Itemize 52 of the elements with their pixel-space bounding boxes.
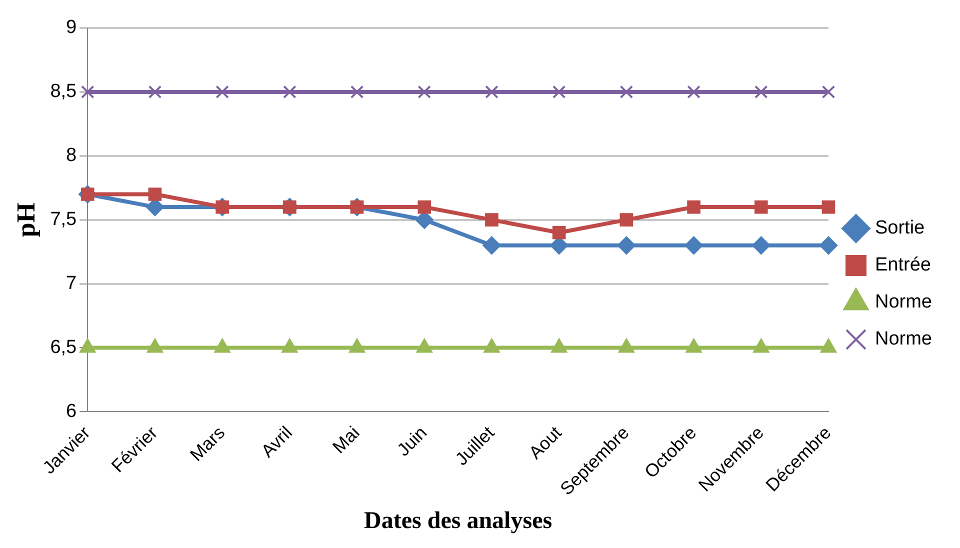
point bbox=[753, 338, 770, 353]
point bbox=[216, 85, 229, 99]
point bbox=[283, 85, 296, 99]
point bbox=[552, 226, 566, 240]
legend-label: Entrée bbox=[874, 254, 931, 276]
point bbox=[484, 338, 500, 353]
point bbox=[684, 236, 703, 254]
point bbox=[148, 85, 162, 99]
point bbox=[552, 85, 566, 99]
y-tick-label: 6,5 bbox=[50, 336, 77, 358]
point bbox=[686, 338, 702, 353]
y-tick-label: 9 bbox=[66, 17, 77, 38]
point bbox=[80, 85, 94, 99]
point bbox=[754, 200, 768, 214]
legend-label: Norme bbox=[874, 292, 932, 313]
point bbox=[485, 85, 498, 99]
y-tick-label: 7,5 bbox=[50, 209, 77, 230]
point bbox=[349, 338, 365, 353]
point bbox=[618, 338, 634, 353]
y-tick-label: 6 bbox=[66, 400, 77, 422]
point bbox=[282, 338, 298, 353]
point bbox=[822, 85, 836, 99]
point bbox=[620, 85, 634, 99]
point bbox=[620, 213, 634, 226]
point bbox=[147, 338, 163, 353]
point bbox=[80, 338, 96, 353]
point bbox=[617, 236, 636, 254]
point bbox=[418, 85, 432, 99]
point bbox=[482, 236, 501, 254]
point bbox=[214, 338, 230, 353]
point bbox=[418, 200, 432, 214]
x-tick-label: Juin bbox=[393, 422, 431, 460]
x-tick-label: Mai bbox=[328, 422, 364, 458]
y-tick-label: 8,5 bbox=[50, 81, 77, 102]
y-tick-label: 7 bbox=[66, 273, 77, 294]
y-tick-label: 8 bbox=[66, 145, 77, 166]
point bbox=[752, 236, 770, 254]
point bbox=[148, 188, 162, 201]
point bbox=[687, 200, 700, 214]
point bbox=[819, 236, 838, 254]
point bbox=[822, 200, 836, 214]
legend-label: Sortie bbox=[874, 218, 925, 239]
x-axis-title: Dates des analyses bbox=[364, 508, 552, 534]
point bbox=[551, 338, 568, 353]
point bbox=[820, 338, 836, 353]
point bbox=[350, 85, 364, 99]
legend-label: Norme bbox=[874, 328, 932, 350]
point bbox=[754, 85, 768, 99]
point bbox=[485, 213, 498, 226]
point bbox=[416, 338, 432, 353]
point bbox=[687, 85, 700, 99]
y-axis-title: pH bbox=[11, 202, 40, 238]
